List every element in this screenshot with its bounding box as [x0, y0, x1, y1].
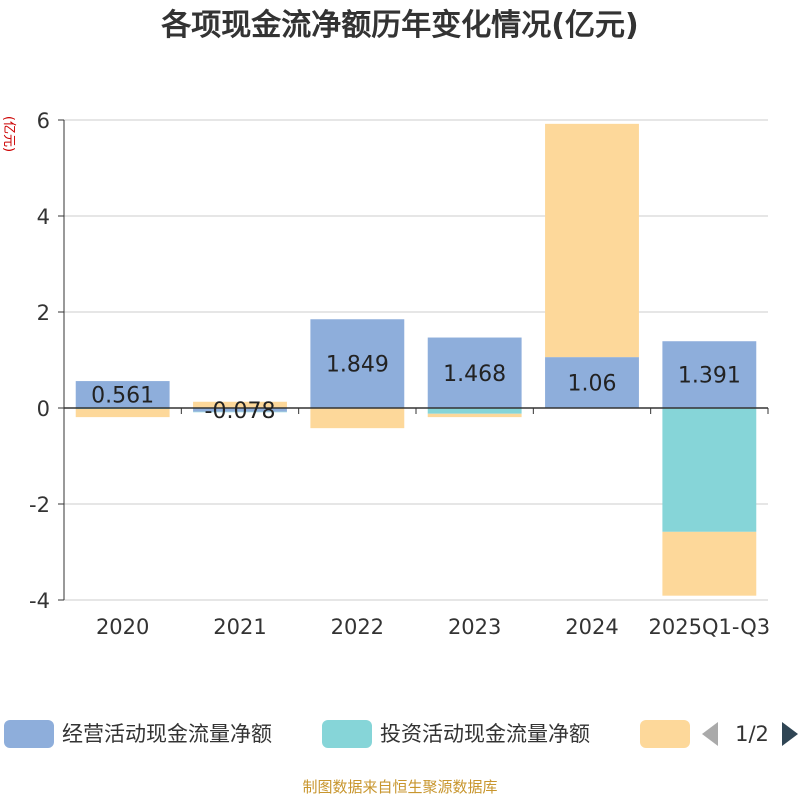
bar-series2-2022	[310, 408, 405, 429]
x-tick-label: 2023	[448, 615, 501, 639]
y-tick-label: -2	[29, 493, 50, 517]
data-label: 1.391	[678, 364, 741, 389]
bar-series1-2023	[427, 408, 522, 414]
legend-swatch-financing[interactable]	[640, 720, 690, 748]
bar-series0-2022	[310, 319, 405, 408]
y-tick-label: 0	[37, 397, 50, 421]
bar-series2-2023	[427, 413, 522, 418]
chart-title: 各项现金流净额历年变化情况(亿元)	[161, 8, 639, 43]
legend-next-page-icon[interactable]	[782, 722, 798, 746]
y-tick-label: 2	[37, 301, 50, 325]
data-source-note: 制图数据来自恒生聚源数据库	[302, 778, 498, 796]
data-label: 1.468	[443, 362, 506, 387]
data-label: 0.561	[91, 384, 154, 409]
bar-series0-2024	[545, 357, 639, 408]
bar-series1-2021	[193, 411, 287, 413]
grid-layer	[64, 119, 768, 601]
bar-series0-2023	[427, 337, 522, 408]
legend-label-operating[interactable]: 经营活动现金流量净额	[62, 722, 272, 746]
bar-series2-2025Q1-Q3	[662, 531, 757, 596]
legend-swatch-investing[interactable]	[322, 720, 372, 748]
axis-layer: -4 -2 0 2 4 6 2020 2021 2022 2023 2024 2025Q1-Q3	[29, 109, 770, 639]
y-tick-label: 6	[37, 109, 50, 133]
data-label: -0.078	[205, 399, 276, 424]
legend: 经营活动现金流量净额 投资活动现金流量净额 1/2	[0, 712, 800, 756]
x-tick-label: 2020	[96, 615, 149, 639]
x-tick-label: 2022	[331, 615, 384, 639]
bar-series2-2020	[75, 408, 170, 418]
cash-flow-chart: -4 -2 0 2 4 6 2020 2021 2022 2023 2024 2025Q1-Q3 0.…	[29, 109, 770, 639]
y-tick-label: 4	[37, 205, 50, 229]
data-labels-layer: 0.561 -0.078 1.849 1.468 1.06 1.391	[91, 353, 741, 424]
bar-series2-2024	[545, 123, 639, 358]
x-tick-label: 2021	[213, 615, 266, 639]
data-label: 1.849	[326, 353, 389, 378]
bar-series0-2025Q1-Q3	[662, 341, 757, 408]
bar-series0-2021	[193, 408, 287, 412]
bar-series1-2025Q1-Q3	[662, 408, 757, 532]
data-label: 1.06	[568, 372, 617, 397]
x-tick-label: 2024	[565, 615, 618, 639]
legend-label-investing[interactable]: 投资活动现金流量净额	[380, 722, 590, 746]
legend-page-indicator: 1/2	[735, 722, 769, 746]
bar-series2-2021	[193, 401, 287, 408]
legend-swatch-operating[interactable]	[4, 720, 54, 748]
legend-prev-page-icon[interactable]	[702, 722, 718, 746]
x-tick-label: 2025Q1-Q3	[649, 615, 771, 639]
y-tick-label: -4	[29, 589, 50, 613]
bar-series0-2020	[75, 381, 170, 408]
bars-layer	[75, 123, 757, 596]
